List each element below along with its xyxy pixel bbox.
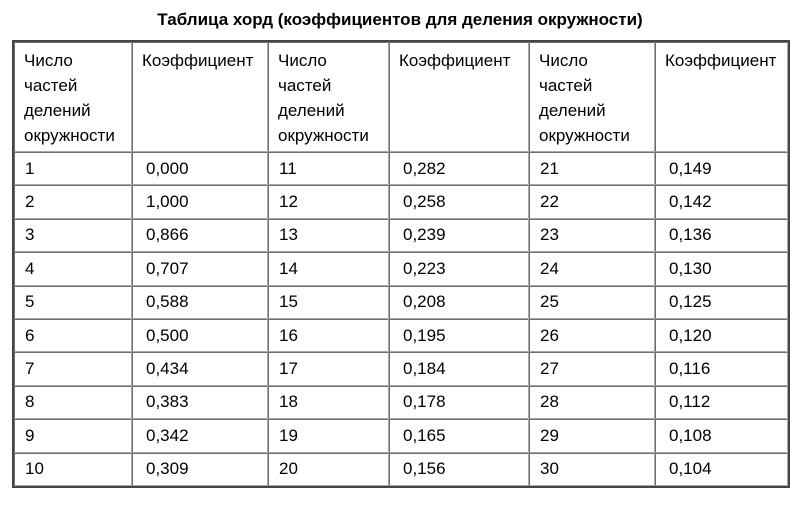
coefficient-cell: 0,116 — [655, 352, 788, 386]
coefficient-cell: 0,195 — [389, 318, 529, 353]
number-cell: 15 — [268, 285, 389, 319]
coefficient-cell: 0,500 — [132, 318, 268, 353]
number-cell: 8 — [14, 385, 132, 420]
coefficient-cell: 0,125 — [655, 285, 788, 319]
coefficient-cell: 0,258 — [389, 185, 529, 219]
number-cell: 14 — [268, 252, 389, 286]
number-cell: 18 — [268, 385, 389, 420]
number-cell: 13 — [268, 218, 389, 253]
number-cell: 21 — [529, 152, 655, 186]
table-row: 5 0,588 15 0,208 25 0,125 — [14, 285, 788, 319]
number-cell: 20 — [268, 452, 389, 486]
number-cell: 25 — [529, 285, 655, 319]
coefficient-cell: 0,434 — [132, 352, 268, 386]
coefficient-cell: 0,130 — [655, 252, 788, 286]
coefficient-cell: 0,178 — [389, 385, 529, 420]
coefficient-cell: 0,223 — [389, 252, 529, 286]
number-cell: 22 — [529, 185, 655, 219]
coefficient-cell: 0,142 — [655, 185, 788, 219]
table-row: 10 0,309 20 0,156 30 0,104 — [14, 452, 788, 486]
number-cell: 19 — [268, 419, 389, 453]
col-header-coefficient-1: Коэффициент — [132, 42, 268, 152]
number-cell: 29 — [529, 419, 655, 453]
col-header-coefficient-2: Коэффициент — [389, 42, 529, 152]
table-body: 1 0,000 11 0,282 21 0,149 2 1,000 12 0,258 22 0,142… — [14, 152, 788, 486]
coefficient-cell: 0,000 — [132, 152, 268, 186]
table-row: 7 0,434 17 0,184 27 0,116 — [14, 352, 788, 386]
number-cell: 4 — [14, 252, 132, 286]
coefficient-cell: 0,309 — [132, 452, 268, 486]
coefficient-cell: 0,239 — [389, 218, 529, 253]
number-cell: 11 — [268, 152, 389, 186]
number-cell: 5 — [14, 285, 132, 319]
col-header-number-1: Число частей делений окружности — [14, 42, 132, 152]
number-cell: 3 — [14, 218, 132, 253]
number-cell: 2 — [14, 185, 132, 219]
coefficient-cell: 0,104 — [655, 452, 788, 486]
table-row: 8 0,383 18 0,178 28 0,112 — [14, 385, 788, 420]
number-cell: 24 — [529, 252, 655, 286]
number-cell: 10 — [14, 452, 132, 486]
coefficient-cell: 0,108 — [655, 419, 788, 453]
table-row: 9 0,342 19 0,165 29 0,108 — [14, 419, 788, 453]
number-cell: 28 — [529, 385, 655, 420]
coefficient-cell: 0,707 — [132, 252, 268, 286]
number-cell: 12 — [268, 185, 389, 219]
coefficient-cell: 0,208 — [389, 285, 529, 319]
number-cell: 17 — [268, 352, 389, 386]
table-row: 3 0,866 13 0,239 23 0,136 — [14, 218, 788, 253]
number-cell: 6 — [14, 318, 132, 353]
coefficient-cell: 0,149 — [655, 152, 788, 186]
number-cell: 27 — [529, 352, 655, 386]
coefficient-cell: 0,112 — [655, 385, 788, 420]
coefficient-cell: 0,165 — [389, 419, 529, 453]
coefficient-cell: 0,184 — [389, 352, 529, 386]
number-cell: 26 — [529, 318, 655, 353]
table-row: 6 0,500 16 0,195 26 0,120 — [14, 318, 788, 353]
table-row: 2 1,000 12 0,258 22 0,142 — [14, 185, 788, 219]
page-title: Таблица хорд (коэффициентов для деления … — [157, 10, 643, 29]
col-header-number-3: Число частей делений окружности — [529, 42, 655, 152]
coefficient-cell: 0,588 — [132, 285, 268, 319]
coefficient-cell: 0,120 — [655, 318, 788, 353]
number-cell: 23 — [529, 218, 655, 253]
coefficient-cell: 0,282 — [389, 152, 529, 186]
coefficient-cell: 0,342 — [132, 419, 268, 453]
table-header-row: Число частей делений окружности Коэффици… — [14, 42, 788, 152]
coefficient-cell: 0,866 — [132, 218, 268, 253]
coefficient-cell: 0,136 — [655, 218, 788, 253]
col-header-number-2: Число частей делений окружности — [268, 42, 389, 152]
table-row: 1 0,000 11 0,282 21 0,149 — [14, 152, 788, 186]
number-cell: 16 — [268, 318, 389, 353]
number-cell: 30 — [529, 452, 655, 486]
chord-coefficients-table: Число частей делений окружности Коэффици… — [12, 40, 790, 488]
coefficient-cell: 1,000 — [132, 185, 268, 219]
table-row: 4 0,707 14 0,223 24 0,130 — [14, 252, 788, 286]
number-cell: 9 — [14, 419, 132, 453]
number-cell: 7 — [14, 352, 132, 386]
coefficient-cell: 0,156 — [389, 452, 529, 486]
coefficient-cell: 0,383 — [132, 385, 268, 420]
number-cell: 1 — [14, 152, 132, 186]
col-header-coefficient-3: Коэффициент — [655, 42, 788, 152]
